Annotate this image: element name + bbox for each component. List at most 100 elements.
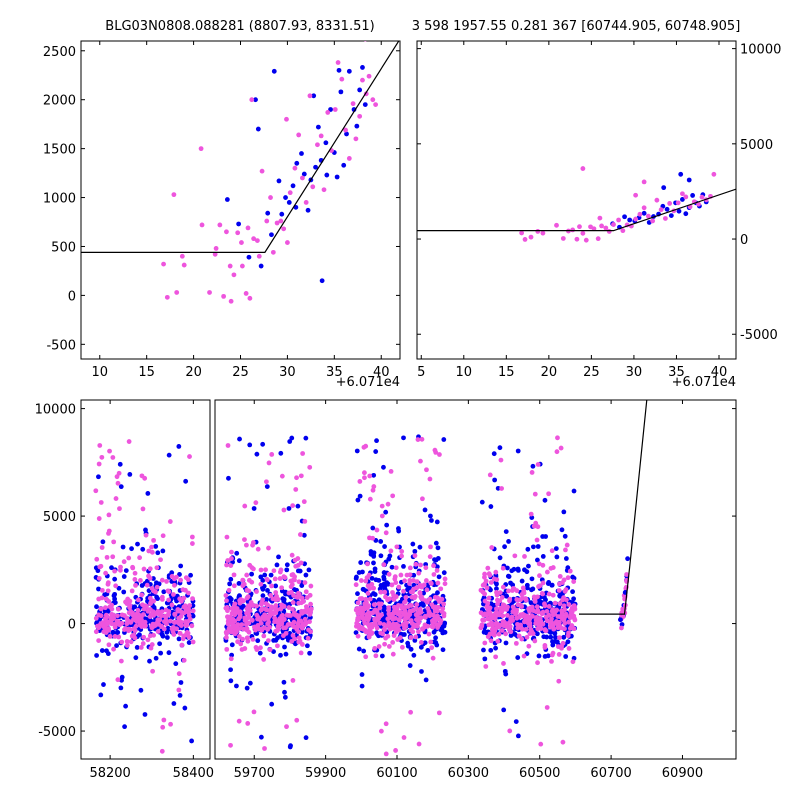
data-point-magenta <box>556 588 562 593</box>
data-point-magenta <box>166 589 172 595</box>
data-point-magenta <box>503 631 509 637</box>
data-point-magenta <box>106 642 112 648</box>
data-point-magenta <box>130 610 135 616</box>
data-point-magenta <box>540 230 546 236</box>
data-point-magenta <box>394 544 400 550</box>
data-point-magenta <box>563 547 568 553</box>
data-point-blue <box>303 572 309 578</box>
data-point-blue <box>379 653 385 659</box>
data-point-magenta <box>564 542 570 548</box>
data-point-blue <box>273 583 279 589</box>
data-point-magenta <box>512 553 518 559</box>
data-point-blue <box>418 644 424 650</box>
data-point-blue <box>303 735 309 741</box>
data-point-blue <box>278 450 284 456</box>
data-point-blue <box>112 600 118 606</box>
data-point-blue <box>680 197 685 202</box>
data-point-blue <box>407 663 413 668</box>
data-point-blue <box>224 197 230 202</box>
x-tick-label: 40 <box>373 365 390 380</box>
data-point-magenta <box>423 598 429 603</box>
data-point-blue <box>176 444 182 449</box>
data-point-blue <box>176 636 182 642</box>
data-point-magenta <box>482 611 488 617</box>
data-point-blue <box>571 596 577 602</box>
data-point-blue <box>525 546 531 552</box>
data-point-blue <box>417 544 423 550</box>
data-point-magenta <box>289 552 295 558</box>
data-point-magenta <box>397 635 403 641</box>
data-point-magenta <box>429 623 435 629</box>
data-point-magenta <box>181 595 187 601</box>
data-point-blue <box>683 211 689 217</box>
data-point-magenta <box>115 677 121 683</box>
data-point-magenta <box>298 618 304 624</box>
data-point-magenta <box>580 230 586 236</box>
data-point-magenta <box>533 520 539 526</box>
data-point-magenta <box>159 577 165 583</box>
data-point-magenta <box>104 621 110 627</box>
data-point-magenta <box>624 572 630 577</box>
data-point-magenta <box>491 576 497 582</box>
data-point-magenta <box>140 602 145 608</box>
data-point-magenta <box>246 629 252 635</box>
data-point-blue <box>412 548 418 554</box>
data-point-magenta <box>303 604 309 610</box>
data-point-blue <box>116 585 122 591</box>
data-point-magenta <box>408 635 414 640</box>
data-point-magenta <box>155 617 161 623</box>
data-point-magenta <box>369 624 375 630</box>
data-point-blue <box>678 171 684 177</box>
data-point-magenta <box>675 200 681 206</box>
data-point-blue <box>246 254 252 260</box>
data-point-magenta <box>290 633 296 638</box>
data-point-magenta <box>243 617 249 623</box>
data-point-magenta <box>221 293 227 299</box>
data-point-magenta <box>118 567 123 573</box>
data-point-blue <box>488 587 493 593</box>
data-point-magenta <box>113 583 119 589</box>
data-point-magenta <box>536 561 542 567</box>
data-point-magenta <box>137 618 143 624</box>
data-point-magenta <box>519 636 525 642</box>
data-point-blue <box>284 567 290 573</box>
data-point-magenta <box>711 171 717 177</box>
data-point-blue <box>513 719 519 725</box>
data-point-magenta <box>408 618 414 623</box>
data-point-magenta <box>179 642 185 648</box>
data-point-blue <box>358 560 364 565</box>
data-point-magenta <box>265 638 271 644</box>
data-point-magenta <box>418 615 424 621</box>
data-point-blue <box>173 661 179 667</box>
data-point-magenta <box>273 610 279 616</box>
right-x-offset-label: +6.071e4 <box>672 375 736 390</box>
data-point-blue <box>289 435 295 441</box>
data-point-magenta <box>515 621 520 627</box>
data-point-magenta <box>414 622 420 628</box>
data-point-magenta <box>223 593 229 598</box>
data-point-magenta <box>436 622 442 628</box>
data-point-blue <box>423 677 429 683</box>
data-point-blue <box>96 586 101 592</box>
data-point-magenta <box>350 101 356 107</box>
y-tick-label: 0 <box>68 618 76 633</box>
data-point-magenta <box>147 595 153 601</box>
data-point-magenta <box>225 621 231 627</box>
data-point-magenta <box>167 519 173 524</box>
x-tick-label: 30 <box>279 365 296 380</box>
data-point-magenta <box>132 577 138 582</box>
data-point-magenta <box>497 590 503 595</box>
data-point-magenta <box>526 606 532 612</box>
data-point-magenta <box>104 554 110 560</box>
data-point-magenta <box>98 606 104 612</box>
data-point-blue <box>421 590 426 596</box>
data-point-blue <box>164 635 170 640</box>
data-point-blue <box>515 567 521 573</box>
data-point-magenta <box>124 639 130 644</box>
data-point-magenta <box>533 620 539 626</box>
data-point-magenta <box>154 584 160 590</box>
data-point-blue <box>436 574 442 580</box>
data-point-blue <box>254 451 260 457</box>
data-point-blue <box>406 585 412 591</box>
x-tick-label: 15 <box>498 365 515 380</box>
